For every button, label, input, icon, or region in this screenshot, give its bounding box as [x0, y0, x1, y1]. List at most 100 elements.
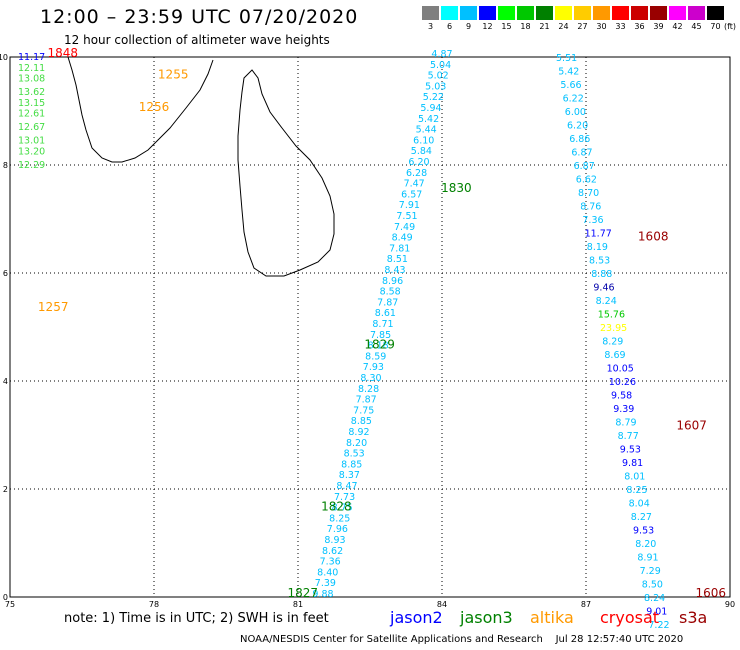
swh-value: 8.92	[348, 427, 369, 438]
swh-value: 5.22	[423, 92, 444, 103]
legend-label: 24	[558, 22, 569, 31]
x-tick-label: 81	[293, 600, 303, 609]
swh-value: 9.46	[593, 283, 614, 294]
swh-value: 13.20	[18, 147, 45, 158]
swh-value: 6.87	[574, 161, 595, 172]
swh-value: 8.24	[596, 296, 617, 307]
swh-value: 12.29	[18, 160, 45, 171]
swh-value: 9.39	[613, 404, 634, 415]
swh-value: 8.85	[351, 416, 372, 427]
swh-value: 9.53	[633, 526, 654, 537]
swh-value: 9.53	[620, 445, 641, 456]
swh-value: 8.24	[644, 593, 665, 604]
swh-value: 13.62	[18, 87, 45, 98]
swh-value: 12.67	[18, 122, 45, 133]
swh-value: 5.84	[411, 146, 432, 157]
swh-value: 8.47	[336, 481, 357, 492]
legend-label: 30	[596, 22, 607, 31]
swh-value: 8.28	[358, 384, 379, 395]
satellite-label-altika: altika	[530, 608, 574, 627]
swh-value: 5.02	[428, 71, 449, 82]
swh-value: 5.03	[425, 81, 446, 92]
swh-value: 8.71	[372, 319, 393, 330]
swh-value: 8.30	[360, 373, 381, 384]
pass-time-label: 1848	[48, 46, 79, 60]
swh-value: 8.20	[635, 539, 656, 550]
swh-value: 11.77	[585, 229, 612, 240]
legend-swatch	[536, 6, 553, 20]
swh-value: 8.37	[339, 470, 360, 481]
legend-swatch	[460, 6, 477, 20]
swh-value: 7.93	[363, 362, 384, 373]
legend-label: 42	[672, 22, 683, 31]
legend-label: 3	[427, 22, 434, 31]
swh-value: 8.51	[387, 254, 408, 265]
swh-value: 5.66	[560, 80, 581, 91]
swh-value: 5.51	[556, 53, 577, 64]
swh-value: 9.58	[611, 391, 632, 402]
swh-value: 7.29	[640, 566, 661, 577]
pass-time-label: 1827	[288, 586, 319, 600]
legend-swatch	[441, 6, 458, 20]
swh-value: 6.28	[406, 168, 427, 179]
swh-value: 8.53	[589, 256, 610, 267]
swh-value: 8.50	[642, 580, 663, 591]
legend-label: 70	[710, 22, 721, 31]
swh-value: 8.91	[637, 553, 658, 564]
credit-line: NOAA/NESDIS Center for Satellite Applica…	[240, 634, 684, 645]
swh-value: 7.87	[356, 395, 377, 406]
swh-value: 7.75	[353, 405, 374, 416]
pass-time-label: 1608	[638, 230, 669, 244]
legend-swatch	[612, 6, 629, 20]
satellite-label-jason3: jason3	[460, 608, 513, 627]
swh-value: 23.95	[600, 323, 627, 334]
legend-swatch	[707, 6, 724, 20]
pass-time-label: 1256	[139, 100, 170, 114]
swh-value: 11.17	[18, 52, 45, 63]
legend-swatch	[631, 6, 648, 20]
swh-value: 9.01	[646, 607, 667, 618]
pass-time-label: 1607	[676, 419, 707, 433]
legend-label: 18	[520, 22, 531, 31]
legend-label: 21	[539, 22, 550, 31]
swh-value: 8.96	[382, 276, 403, 287]
legend-label: 39	[653, 22, 664, 31]
swh-value: 10.26	[609, 377, 636, 388]
swh-value: 8.58	[380, 287, 401, 298]
swh-value: 5.42	[418, 114, 439, 125]
swh-value: 13.08	[18, 74, 45, 85]
x-tick-label: 75	[5, 600, 15, 609]
chart-subtitle: 12 hour collection of altimeter wave hei…	[64, 33, 330, 47]
footer-note: note: 1) Time is in UTC; 2) SWH is in fe…	[64, 611, 329, 626]
swh-value: 8.85	[341, 459, 362, 470]
satellite-label-jason2: jason2	[390, 608, 443, 627]
swh-value: 8.79	[615, 418, 636, 429]
chart-title: 12:00 – 23:59 UTC 07/20/2020	[40, 6, 359, 28]
swh-value: 7.73	[334, 492, 355, 503]
swh-value: 8.27	[631, 512, 652, 523]
swh-value: 5.04	[430, 60, 451, 71]
swh-value: 7.51	[396, 211, 417, 222]
swh-value: 6.00	[565, 107, 586, 118]
legend-label: 15	[501, 22, 512, 31]
legend-label: 45	[691, 22, 702, 31]
swh-value: 7.36	[320, 557, 341, 568]
legend-label: 9	[465, 22, 472, 31]
swh-value: 6.86	[569, 134, 590, 145]
y-tick-label: 4	[3, 377, 8, 386]
y-tick-label: 2	[3, 485, 8, 494]
swh-value: 5.42	[558, 67, 579, 78]
swh-value: 8.25	[329, 513, 350, 524]
swh-value: 5.44	[416, 125, 437, 136]
swh-value: 13.15	[18, 98, 45, 109]
swh-value: 6.20	[567, 121, 588, 132]
swh-value: 8.25	[626, 485, 647, 496]
swh-value: 12.61	[18, 109, 45, 120]
legend-swatch	[688, 6, 705, 20]
india-coastline	[67, 56, 214, 163]
swh-value: 7.87	[377, 297, 398, 308]
swh-value: 6.22	[563, 94, 584, 105]
legend-label: 27	[577, 22, 588, 31]
swh-value: 8.70	[578, 188, 599, 199]
